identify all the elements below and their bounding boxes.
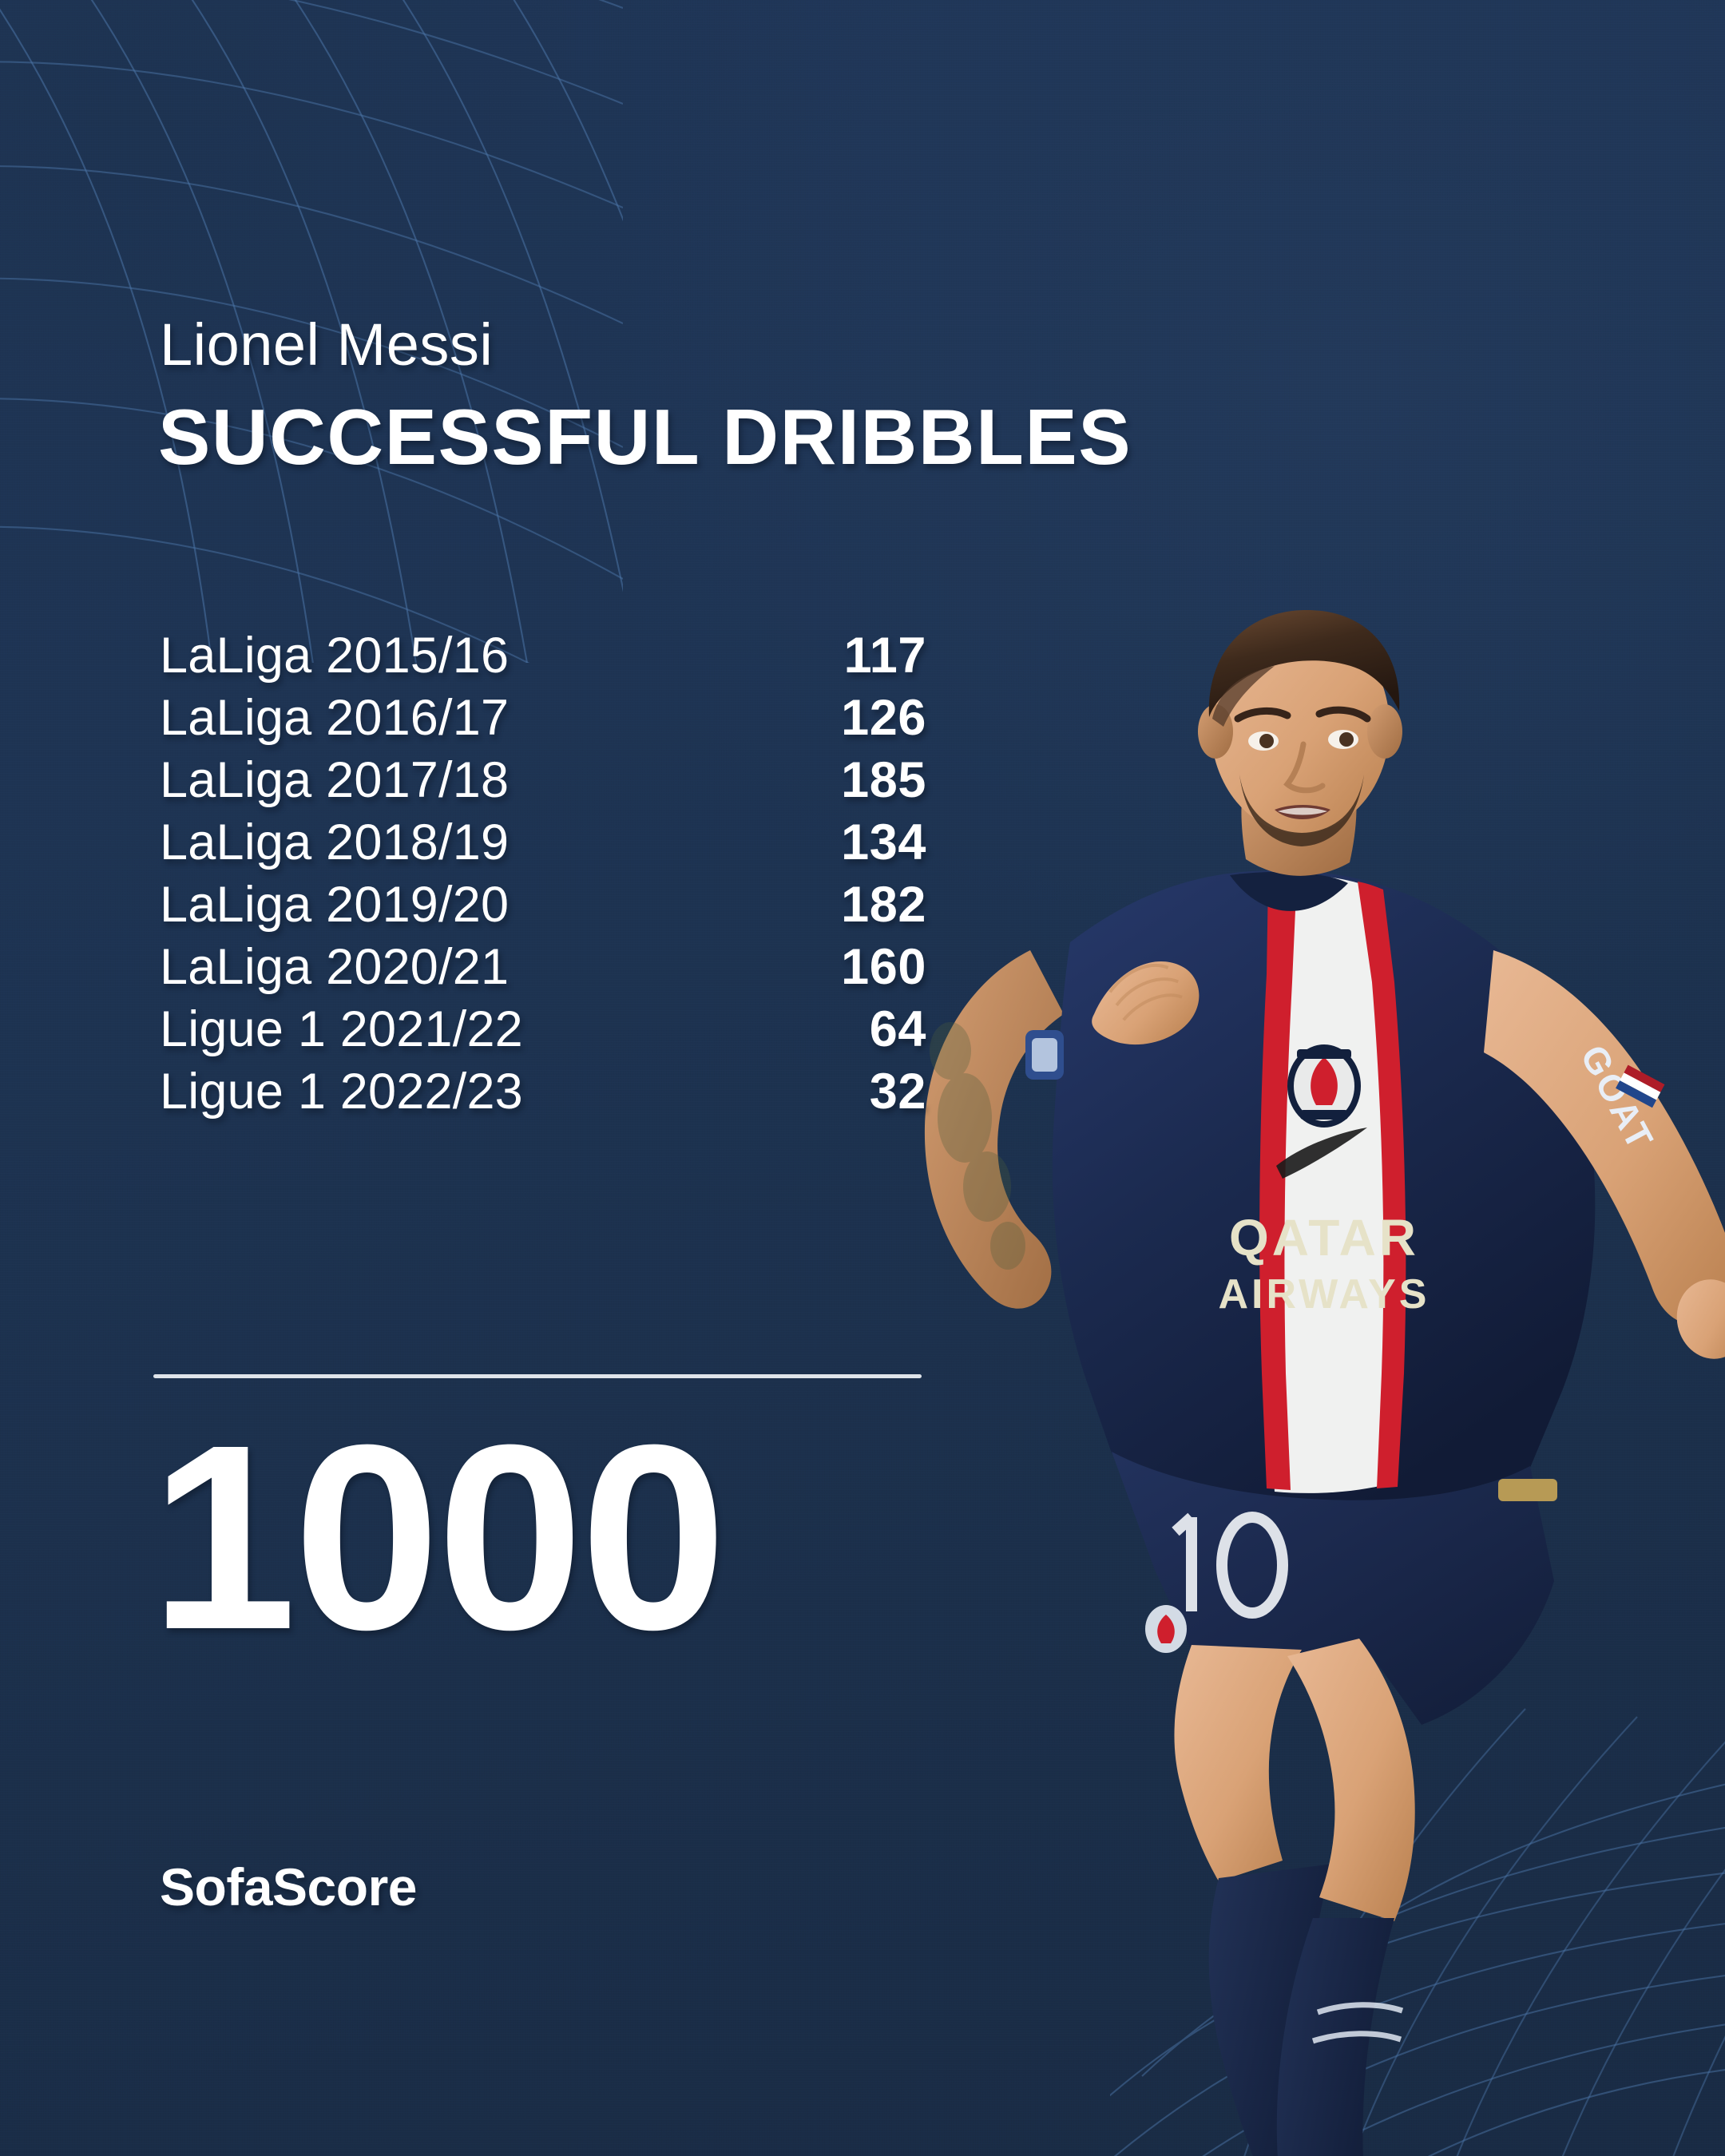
dribbles-value: 182	[841, 877, 926, 933]
sofascore-logo: SofaScore	[160, 1857, 417, 1916]
season-label: LaLiga 2019/20	[160, 877, 510, 933]
dribbles-value: 117	[843, 628, 926, 684]
list-item: LaLiga 2016/17 126	[160, 693, 926, 755]
season-label: Ligue 1 2022/23	[160, 1064, 523, 1120]
total-dribbles-value: 1000	[150, 1389, 727, 1684]
dribbles-value: 64	[869, 1001, 926, 1057]
list-item: LaLiga 2019/20 182	[160, 880, 926, 942]
season-label: LaLiga 2015/16	[160, 628, 510, 684]
season-label: LaLiga 2018/19	[160, 814, 510, 870]
list-item: Ligue 1 2021/22 64	[160, 1005, 926, 1067]
list-item: LaLiga 2020/21 160	[160, 942, 926, 1005]
season-label: LaLiga 2017/18	[160, 752, 510, 808]
dribbles-value: 134	[841, 814, 926, 870]
total-divider	[153, 1374, 922, 1378]
list-item: LaLiga 2018/19 134	[160, 818, 926, 880]
season-label: LaLiga 2016/17	[160, 690, 510, 746]
stats-list: LaLiga 2015/16 117 LaLiga 2016/17 126 La…	[160, 631, 926, 1129]
list-item: LaLiga 2017/18 185	[160, 755, 926, 818]
page-title: SUCCESSFUL DRIBBLES	[158, 393, 1132, 481]
player-name-kicker: Lionel Messi	[160, 311, 494, 378]
season-label: LaLiga 2020/21	[160, 939, 510, 995]
list-item: LaLiga 2015/16 117	[160, 631, 926, 693]
dribbles-value: 160	[841, 939, 926, 995]
dribbles-value: 185	[841, 752, 926, 808]
dribbles-value: 32	[869, 1064, 926, 1120]
dribbles-value: 126	[841, 690, 926, 746]
list-item: Ligue 1 2022/23 32	[160, 1067, 926, 1129]
season-label: Ligue 1 2021/22	[160, 1001, 523, 1057]
